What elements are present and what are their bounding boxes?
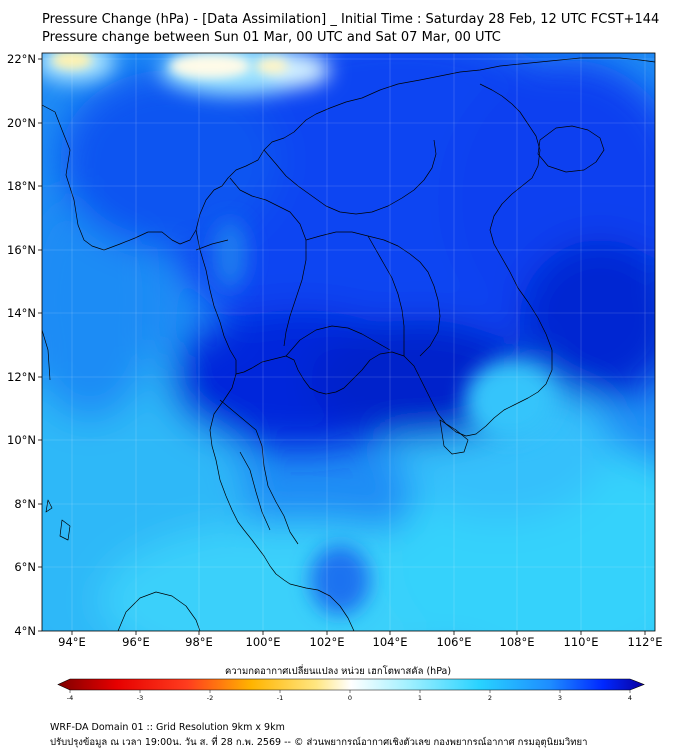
colorbar-tick-label: 1: [418, 694, 422, 702]
chart-title: Pressure Change (hPa) - [Data Assimilati…: [42, 12, 660, 27]
graticule: [42, 53, 655, 631]
footer-update-info: ปรับปรุงข้อมูล ณ เวลา 19:00น. วัน ส. ที่…: [50, 737, 588, 748]
lat-label: 8°N: [14, 497, 36, 511]
coastlines-and-borders: [42, 57, 655, 631]
colorbar-title: ความกดอากาศเปลี่ยนแปลง หน่วย เฮกโตพาสคัล…: [224, 666, 452, 677]
lat-label: 12°N: [7, 370, 36, 384]
lat-label: 18°N: [7, 179, 36, 193]
colorbar-scale: [57, 678, 645, 691]
lat-label: 20°N: [7, 116, 36, 130]
colorbar-tick-label: -4: [67, 694, 73, 702]
colorbar-tick-label: 0: [348, 694, 352, 702]
lat-label: 6°N: [14, 560, 36, 574]
colorbar-tick-label: 4: [628, 694, 632, 702]
lon-label: 110°E: [564, 635, 599, 649]
colorbar-tick-label: -2: [207, 694, 213, 702]
lon-label: 94°E: [58, 635, 86, 649]
footer-domain-info: WRF-DA Domain 01 :: Grid Resolution 9km …: [50, 722, 285, 733]
lon-label: 96°E: [122, 635, 150, 649]
pressure-field: [42, 53, 655, 631]
lon-label: 102°E: [310, 635, 345, 649]
lon-label: 106°E: [437, 635, 472, 649]
chart-subtitle: Pressure change between Sun 01 Mar, 00 U…: [42, 30, 501, 45]
colorbar-tick-label: -3: [137, 694, 143, 702]
colorbar-tick-label: 2: [488, 694, 492, 702]
lon-label: 98°E: [185, 635, 213, 649]
lat-label: 14°N: [7, 306, 36, 320]
map-frame: [41, 52, 656, 632]
lat-label: 16°N: [7, 243, 36, 257]
lat-label: 10°N: [7, 433, 36, 447]
lat-label: 22°N: [7, 52, 36, 66]
lat-label: 4°N: [14, 624, 36, 638]
colorbar: -4 -3 -2 -1 0 1 2 3 4: [57, 678, 645, 702]
lon-label: 108°E: [500, 635, 535, 649]
colorbar-tick-label: -1: [277, 694, 283, 702]
lon-label: 112°E: [628, 635, 663, 649]
lon-label: 100°E: [246, 635, 281, 649]
lon-label: 104°E: [373, 635, 408, 649]
colorbar-tick-label: 3: [558, 694, 562, 702]
